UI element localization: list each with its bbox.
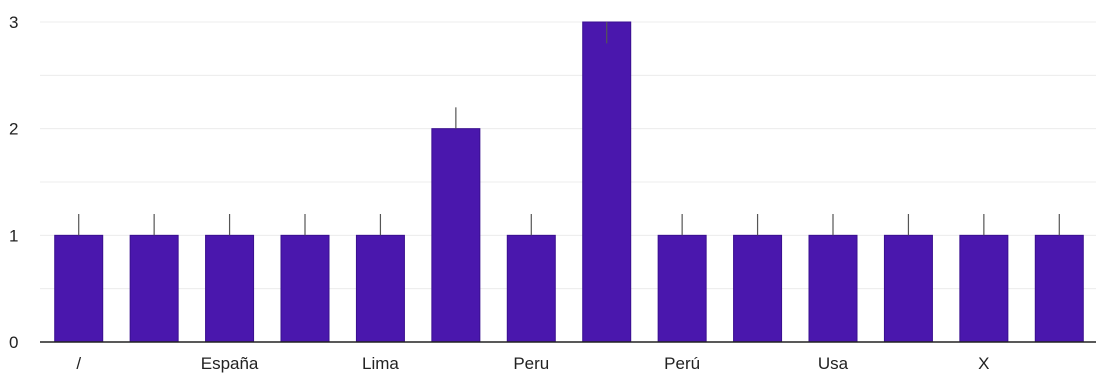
y-tick-label: 3 xyxy=(9,13,18,32)
y-tick-label: 0 xyxy=(9,333,18,352)
bar xyxy=(507,235,555,342)
bar xyxy=(583,22,631,342)
bar xyxy=(658,235,706,342)
bar xyxy=(884,235,932,342)
x-tick-label: Perú xyxy=(664,354,700,373)
grid-lines xyxy=(40,22,1096,342)
bar xyxy=(206,235,254,342)
y-axis-ticks: 0 1 2 3 xyxy=(9,13,18,352)
bar xyxy=(809,235,857,342)
bar xyxy=(55,235,103,342)
bar xyxy=(130,235,178,342)
x-tick-label: España xyxy=(201,354,259,373)
x-tick-label: X xyxy=(978,354,989,373)
y-tick-label: 1 xyxy=(9,226,18,245)
x-tick-label: / xyxy=(76,354,81,373)
y-tick-label: 2 xyxy=(9,120,18,139)
bar xyxy=(281,235,329,342)
bar xyxy=(960,235,1008,342)
bar xyxy=(1035,235,1083,342)
x-axis-ticks: / España Lima Peru Perú Usa X xyxy=(76,354,989,373)
bar xyxy=(734,235,782,342)
bar xyxy=(356,235,404,342)
x-tick-label: Peru xyxy=(513,354,549,373)
bar xyxy=(432,129,480,342)
x-tick-label: Usa xyxy=(818,354,849,373)
x-tick-label: Lima xyxy=(362,354,399,373)
